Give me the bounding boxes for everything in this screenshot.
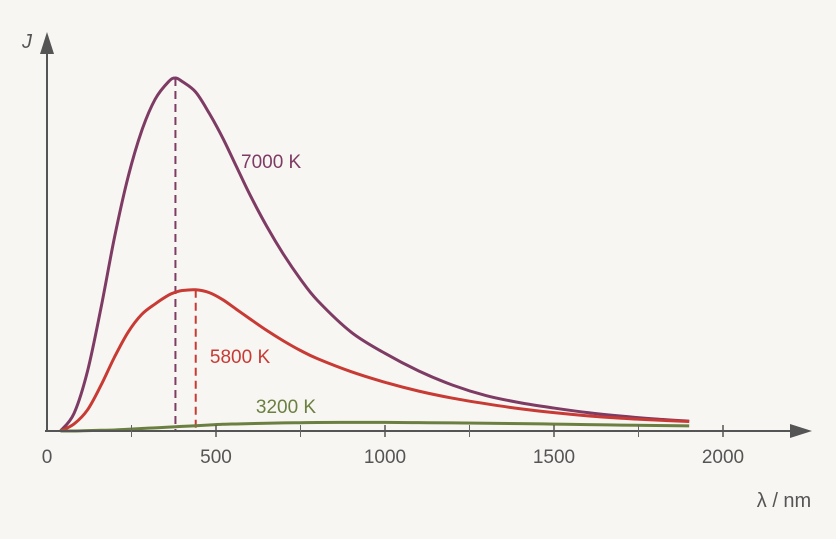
x-ticks: 0 500 1000 1500 2000 bbox=[42, 425, 744, 468]
series-labels: 7000 K 5800 K 3200 K bbox=[210, 152, 317, 418]
series-label-2: 3200 K bbox=[256, 397, 317, 418]
x-axis-title: λ / nm bbox=[757, 490, 811, 512]
y-axis-arrow bbox=[40, 32, 54, 54]
x-tick-label: 500 bbox=[200, 447, 232, 468]
y-axis-title: J bbox=[21, 31, 33, 53]
series-layer bbox=[59, 76, 690, 433]
x-tick-label: 0 bbox=[42, 447, 53, 468]
series-label-1: 5800 K bbox=[210, 347, 271, 368]
series-line-0 bbox=[59, 76, 690, 432]
series-line-1 bbox=[59, 288, 690, 433]
x-axis-arrow bbox=[790, 424, 812, 438]
x-tick-label: 1500 bbox=[533, 447, 575, 468]
axes: J λ / nm bbox=[21, 31, 812, 512]
series-label-0: 7000 K bbox=[241, 152, 302, 173]
x-tick-label: 1000 bbox=[364, 447, 406, 468]
series-line-2 bbox=[60, 420, 690, 433]
x-tick-label: 2000 bbox=[702, 447, 744, 468]
